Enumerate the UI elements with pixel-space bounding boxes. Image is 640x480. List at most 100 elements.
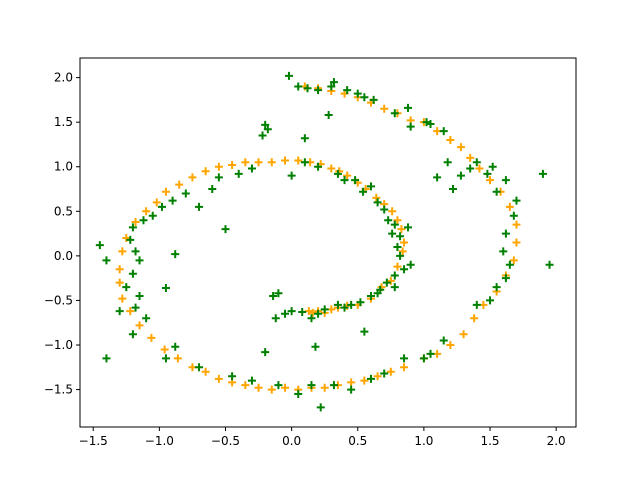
series-1-point [340, 176, 349, 185]
series-1-point [501, 176, 510, 185]
series-1-point [161, 283, 170, 292]
series-0-point [372, 193, 381, 202]
series-1-point [284, 71, 293, 80]
series-1-point [287, 171, 296, 180]
series-0-point [456, 143, 465, 152]
series-1-point [505, 260, 514, 269]
series-0-point [201, 367, 210, 376]
series-0-point [115, 278, 124, 287]
x-tick-label: −0.5 [211, 434, 240, 448]
series-1-point [347, 300, 356, 309]
series-1-point [538, 169, 547, 178]
series-1-point [314, 162, 323, 171]
series-0-point [173, 354, 182, 363]
series-1-point [433, 173, 442, 182]
series-1-point [456, 171, 465, 180]
y-tick-label: −0.5 [44, 293, 73, 307]
series-1-point [443, 158, 452, 167]
series-0-point [294, 156, 303, 165]
series-0-point [360, 376, 369, 385]
series-0-point [142, 207, 151, 216]
series-0-point [201, 167, 210, 176]
series-1-point [382, 278, 391, 287]
series-1-point [404, 223, 413, 232]
series-1-point [135, 291, 144, 300]
series-0-point [152, 198, 161, 207]
y-tick-label: 2.0 [54, 71, 73, 85]
series-1-point [347, 385, 356, 394]
series-0-point [512, 220, 521, 229]
series-1-point [390, 109, 399, 118]
series-1-point [404, 103, 413, 112]
series-1-point [324, 111, 333, 120]
y-tick-label: −1.5 [44, 383, 73, 397]
series-0-point [327, 164, 336, 173]
series-0-point [118, 294, 127, 303]
series-1-point [247, 164, 256, 173]
series-1-point [128, 330, 137, 339]
series-1-point [400, 265, 409, 274]
y-tick-label: −1.0 [44, 338, 73, 352]
series-1-point [472, 300, 481, 309]
series-1-point [360, 327, 369, 336]
series-0-point [459, 330, 468, 339]
series-1-point [128, 269, 137, 278]
y-tick-label: 0.5 [54, 204, 73, 218]
series-0-point [393, 262, 402, 271]
series-1-point [419, 354, 428, 363]
series-1-point [333, 300, 342, 309]
series-1-point [406, 260, 415, 269]
series-1-point [142, 314, 151, 323]
series-1-point [360, 93, 369, 102]
series-0-point [281, 156, 290, 165]
series-0-point [214, 374, 223, 383]
series-0-point [115, 265, 124, 274]
series-1-point [281, 309, 290, 318]
series-0-point [446, 341, 455, 349]
series-0-point [475, 164, 484, 173]
x-tick-label: −1.0 [145, 434, 174, 448]
series-1-point [214, 173, 223, 182]
series-1-point [102, 256, 111, 265]
series-1-point [303, 84, 312, 93]
series-1-point [195, 363, 204, 372]
series-1-point [373, 289, 382, 298]
series-1-point [406, 122, 415, 131]
series-1-point [384, 216, 393, 225]
x-axis: −1.5 −1.0 −0.5 0.0 0.5 1.0 1.5 2.0 [79, 427, 566, 448]
series-1-point [356, 298, 365, 307]
series-1-point [314, 309, 323, 318]
series-1-point [307, 381, 316, 390]
series-0-point [386, 367, 395, 376]
series-0-point [320, 383, 329, 392]
series-1-point [426, 119, 435, 128]
series-0-point [161, 187, 170, 196]
series-1-point [298, 308, 307, 317]
series-0-point [126, 307, 135, 316]
series-1-point [501, 229, 510, 238]
series-1-point [380, 369, 389, 378]
series-0-point [398, 247, 407, 256]
series-1-point [340, 303, 349, 312]
series-0-point [131, 218, 140, 226]
series-1-point [369, 95, 378, 104]
series-1-point [327, 82, 336, 91]
x-tick-label: 0.5 [348, 434, 367, 448]
series-1-point [294, 82, 303, 91]
x-tick-label: 2.0 [547, 434, 566, 448]
series-1-point [492, 187, 501, 196]
series-1-point [269, 291, 278, 300]
series-1-point [195, 202, 204, 211]
series-0-point [147, 333, 156, 342]
series-1-point [351, 176, 360, 185]
series-0-point [347, 378, 356, 387]
series-1-point [373, 198, 382, 207]
x-tick-label: 1.0 [414, 434, 433, 448]
series-1-point [439, 336, 448, 345]
series-1-point [261, 120, 270, 129]
series-0-point [135, 321, 144, 330]
series-1-point [426, 349, 435, 358]
series-0-point [241, 381, 250, 390]
series-1-point [300, 134, 309, 143]
